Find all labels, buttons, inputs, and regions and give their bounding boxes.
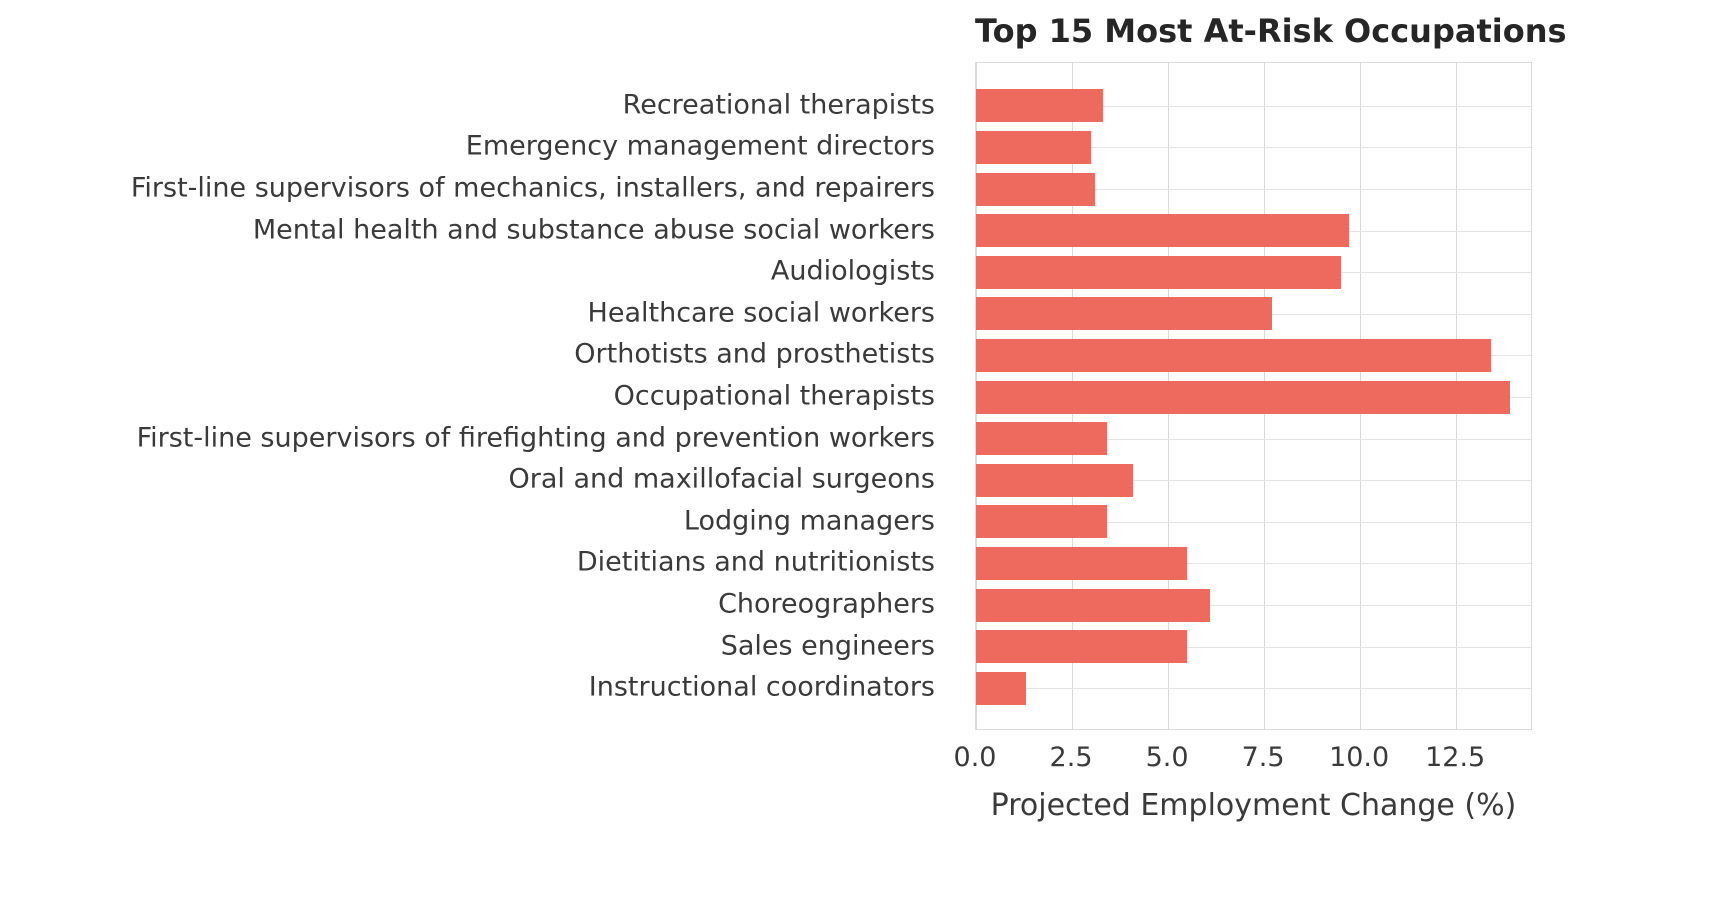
- category-label: Sales engineers: [720, 630, 935, 662]
- gridline-horizontal: [976, 438, 1531, 440]
- category-label: Healthcare social workers: [587, 297, 935, 329]
- x-tick-label: 7.5: [1241, 742, 1285, 773]
- bar: [976, 338, 1491, 372]
- x-axis-ticks: 0.0 2.5 5.0 7.5 10.0 12.5: [954, 742, 1532, 782]
- x-tick-label: 2.5: [1049, 742, 1093, 773]
- gridline-horizontal: [976, 189, 1531, 190]
- bar: [976, 505, 1107, 539]
- category-label: Emergency management directors: [465, 130, 935, 162]
- bar: [976, 130, 1092, 164]
- chart-title: Top 15 Most At-Risk Occupations: [975, 12, 1567, 50]
- bar: [976, 297, 1272, 331]
- category-label: Mental health and substance abuse social…: [252, 214, 935, 246]
- category-label: Choreographers: [718, 588, 935, 620]
- x-tick-label: 12.5: [1425, 742, 1486, 773]
- y-axis-category-labels: Recreational therapists Emergency managem…: [0, 62, 955, 730]
- gridline-horizontal: [976, 563, 1531, 565]
- bar: [976, 546, 1188, 580]
- category-label: Lodging managers: [683, 505, 935, 537]
- bar: [976, 380, 1510, 414]
- category-label: Oral and maxillofacial surgeons: [508, 463, 936, 495]
- category-label: First-line supervisors of mechanics, ins…: [130, 172, 935, 204]
- bar: [976, 463, 1134, 497]
- gridline-horizontal: [976, 646, 1531, 648]
- category-label: Occupational therapists: [613, 380, 935, 412]
- bar: [976, 422, 1107, 456]
- category-label: Audiologists: [770, 255, 935, 287]
- bar: [976, 172, 1096, 206]
- gridline-horizontal: [976, 605, 1531, 606]
- bar: [976, 588, 1211, 622]
- x-axis-label: Projected Employment Change (%): [990, 788, 1517, 823]
- x-tick-label: 5.0: [1145, 742, 1189, 773]
- category-label: First-line supervisors of firefighting a…: [136, 422, 935, 454]
- bar: [976, 89, 1103, 123]
- x-tick-label: 10.0: [1329, 742, 1390, 773]
- category-label: Orthotists and prosthetists: [574, 338, 935, 370]
- bar: [976, 630, 1188, 664]
- plot-area: [975, 62, 1532, 730]
- gridline-horizontal: [976, 521, 1531, 523]
- category-label: Dietitians and nutritionists: [576, 546, 935, 578]
- gridline-horizontal: [976, 688, 1531, 690]
- x-tick-label: 0.0: [953, 742, 997, 773]
- category-label: Instructional coordinators: [588, 671, 935, 703]
- gridline-horizontal: [976, 147, 1531, 149]
- gridline-horizontal: [976, 105, 1531, 107]
- gridline-horizontal: [976, 480, 1531, 482]
- bar: [976, 671, 1026, 705]
- category-label: Recreational therapists: [622, 89, 935, 121]
- bar: [976, 255, 1341, 289]
- bar: [976, 214, 1349, 248]
